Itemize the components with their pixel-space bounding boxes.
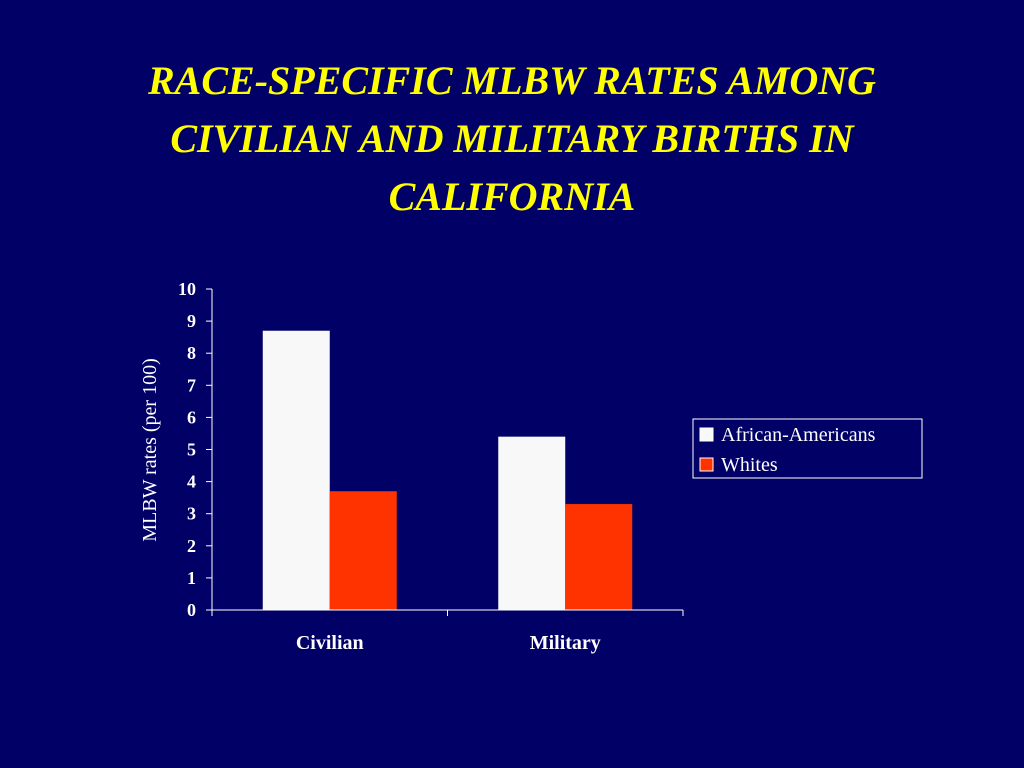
legend-swatch (699, 427, 714, 442)
y-axis-title: MLBW rates (per 100) (139, 358, 161, 541)
y-ticks: 0 1 2 3 4 5 6 7 8 9 10 (178, 279, 212, 620)
y-tick-label: 9 (187, 311, 196, 331)
x-ticks: Civilian Military (211, 610, 684, 654)
y-tick-label: 3 (187, 504, 196, 524)
y-tick-label: 2 (187, 536, 196, 556)
y-tick-label: 8 (187, 343, 196, 363)
bar-civilian-whites (329, 491, 397, 610)
bar-civilian-african-americans (262, 330, 330, 610)
bar-military-african-americans (498, 436, 566, 610)
y-tick-label: 10 (178, 279, 196, 299)
legend-swatch (699, 457, 714, 472)
slide-title-line-3: CALIFORNIA (388, 174, 636, 219)
slide-title-line-1: RACE-SPECIFIC MLBW RATES AMONG (147, 58, 877, 103)
bar-military-whites (565, 504, 633, 610)
legend: African-Americans Whites (692, 418, 923, 479)
slide-title: RACE-SPECIFIC MLBW RATES AMONG CIVILIAN … (60, 52, 964, 226)
x-category-label: Military (530, 632, 601, 654)
y-tick-label: 4 (187, 472, 196, 492)
bars-layer (262, 330, 633, 610)
legend-box (692, 418, 923, 479)
y-tick-label: 1 (187, 568, 196, 588)
x-category-label: Civilian (296, 632, 364, 654)
legend-label: Whites (721, 454, 778, 476)
y-tick-label: 5 (187, 440, 196, 460)
slide-title-line-2: CIVILIAN AND MILITARY BIRTHS IN (170, 116, 854, 161)
y-tick-label: 7 (187, 375, 196, 395)
y-tick-label: 0 (187, 600, 196, 620)
legend-label: African-Americans (721, 424, 876, 446)
y-tick-label: 6 (187, 407, 196, 427)
